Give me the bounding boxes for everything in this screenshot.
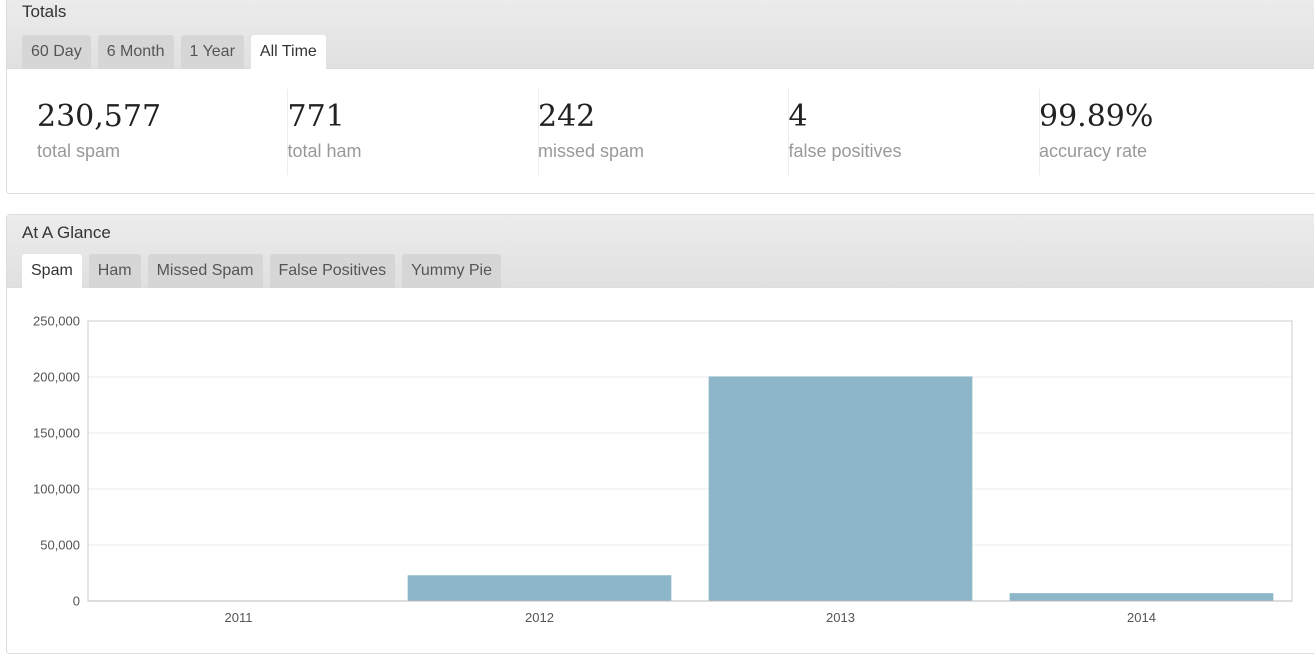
stat-label: accuracy rate bbox=[1039, 141, 1148, 161]
tab-bar: Spam Ham Missed Spam False Positives Yummy P… bbox=[22, 254, 502, 288]
stat-label: missed spam bbox=[538, 141, 645, 161]
glance-panel: At A Glance Spam Ham Missed Spam False Posi… bbox=[6, 214, 1314, 654]
panel-title: Totals bbox=[22, 2, 67, 21]
panel-title: At A Glance bbox=[22, 223, 111, 242]
tab[interactable]: Ham bbox=[88, 254, 141, 288]
stat-value: 4 bbox=[788, 99, 808, 134]
tab[interactable]: All Time bbox=[250, 35, 326, 69]
stat: 4 false positives bbox=[789, 89, 1040, 175]
stat-label: false positives bbox=[788, 141, 902, 161]
tab-bar: 60 Day 6 Month 1 Year All Time bbox=[22, 35, 326, 69]
tab[interactable]: Yummy Pie bbox=[402, 254, 502, 288]
stat: 230,577 total spam bbox=[37, 89, 288, 175]
stat: 242 missed spam bbox=[538, 89, 789, 175]
tab[interactable]: Spam bbox=[22, 254, 82, 288]
stat-value: 99.89% bbox=[1039, 99, 1154, 134]
stat-value: 230,577 bbox=[37, 99, 162, 134]
totals-header: Totals 60 Day 6 Month 1 Year All Time bbox=[7, 0, 1314, 69]
glance-header: At A Glance Spam Ham Missed Spam False Posi… bbox=[7, 215, 1314, 288]
totals-panel: Totals 60 Day 6 Month 1 Year All Time 230,5… bbox=[6, 0, 1314, 194]
stat-label: total spam bbox=[37, 141, 121, 161]
stat-value: 771 bbox=[287, 99, 345, 134]
tab[interactable]: False Positives bbox=[269, 254, 396, 288]
stats: 230,577 total spam 771 total ham 242 missed s… bbox=[7, 69, 1314, 195]
stat: 771 total ham bbox=[288, 89, 539, 175]
tab[interactable]: 6 Month bbox=[97, 35, 174, 69]
tab[interactable]: 60 Day bbox=[22, 35, 91, 69]
tab[interactable]: 1 Year bbox=[180, 35, 244, 69]
stat: 99.89% accuracy rate bbox=[1039, 89, 1289, 175]
stat-label: total ham bbox=[287, 141, 362, 161]
stat-value: 242 bbox=[538, 99, 596, 134]
tab[interactable]: Missed Spam bbox=[147, 254, 263, 288]
